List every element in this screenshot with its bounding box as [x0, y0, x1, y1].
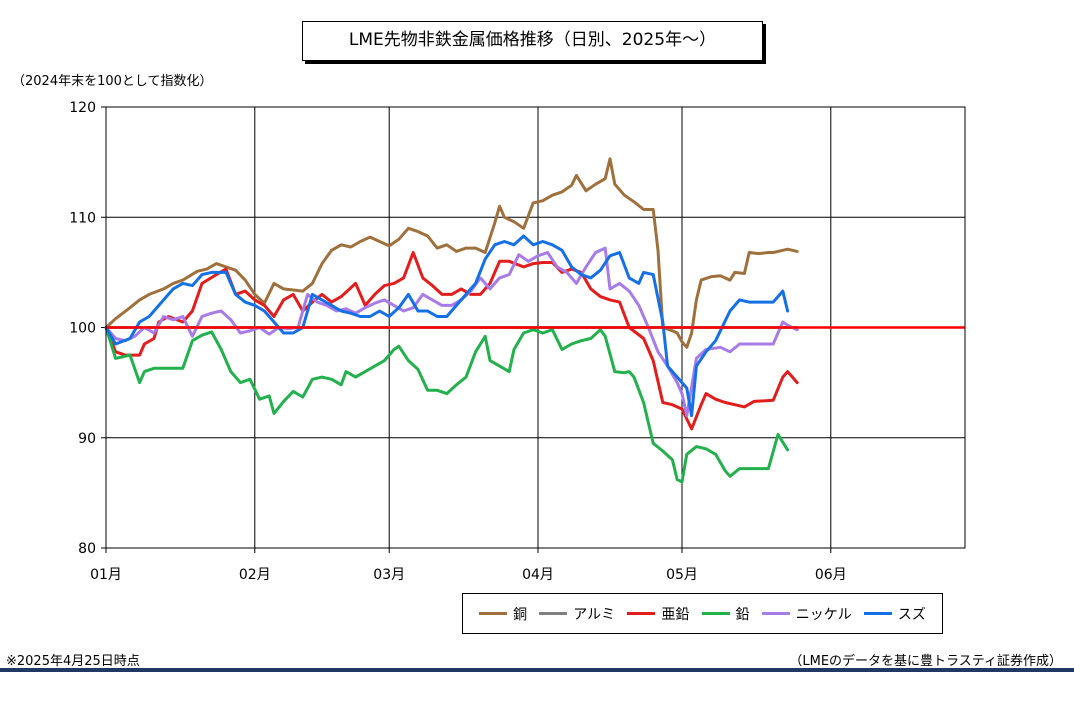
legend-item-copper: 銅 [479, 604, 527, 624]
legend-swatch [761, 612, 790, 615]
legend-label: アルミ [573, 606, 616, 623]
series-line-nickel [104, 246, 799, 418]
chart-legend: 銅 アルミ 亜鉛 鉛 ニッケル スズ [462, 593, 943, 634]
x-tick-label: 02月 [239, 567, 271, 583]
legend-swatch [863, 612, 892, 615]
x-tick-label: 05月 [666, 567, 698, 583]
x-tick-label: 06月 [815, 567, 847, 583]
legend-label: 銅 [513, 606, 528, 623]
legend-swatch [479, 612, 508, 615]
x-tick-label: 01月 [90, 567, 122, 583]
y-tick-label: 120 [69, 100, 96, 116]
legend-item-zinc: 亜鉛 [627, 604, 689, 624]
legend-item-aluminum: アルミ [539, 604, 615, 624]
bottom-rule [0, 668, 1074, 672]
y-axis-label: （2024年末を100として指数化） [12, 74, 213, 89]
legend-swatch [701, 612, 730, 615]
chart-title: LME先物非鉄金属価格推移（日別、2025年～） [302, 21, 763, 61]
series-line-copper [104, 157, 799, 349]
y-tick-label: 90 [78, 431, 96, 447]
legend-swatch [539, 612, 568, 615]
legend-item-lead: 鉛 [701, 604, 750, 624]
y-tick-label: 80 [78, 541, 96, 557]
series-line-lead [104, 326, 790, 484]
x-tick-label: 04月 [522, 567, 554, 583]
legend-swatch [627, 612, 656, 615]
footnote-source: （LMEのデータを基に豊トラスティ証券作成） [789, 654, 1062, 669]
legend-label: ニッケル [795, 606, 852, 623]
footnote-as-of: ※2025年4月25日時点 [6, 654, 140, 669]
legend-label: スズ [897, 606, 926, 623]
series-lines [104, 157, 965, 484]
plot-border [105, 106, 966, 549]
y-tick-label: 110 [69, 210, 96, 226]
axis-ticks: 80 90 100 110 120 01月 02月 03月 04月 05月 06月 [69, 100, 846, 583]
legend-item-nickel: ニッケル [761, 604, 852, 624]
legend-item-tin: スズ [863, 604, 926, 624]
legend-label: 亜鉛 [661, 606, 690, 623]
x-tick-label: 03月 [373, 567, 405, 583]
y-tick-label: 100 [69, 321, 96, 337]
legend-label: 鉛 [735, 606, 750, 623]
series-line-tin [104, 234, 790, 418]
